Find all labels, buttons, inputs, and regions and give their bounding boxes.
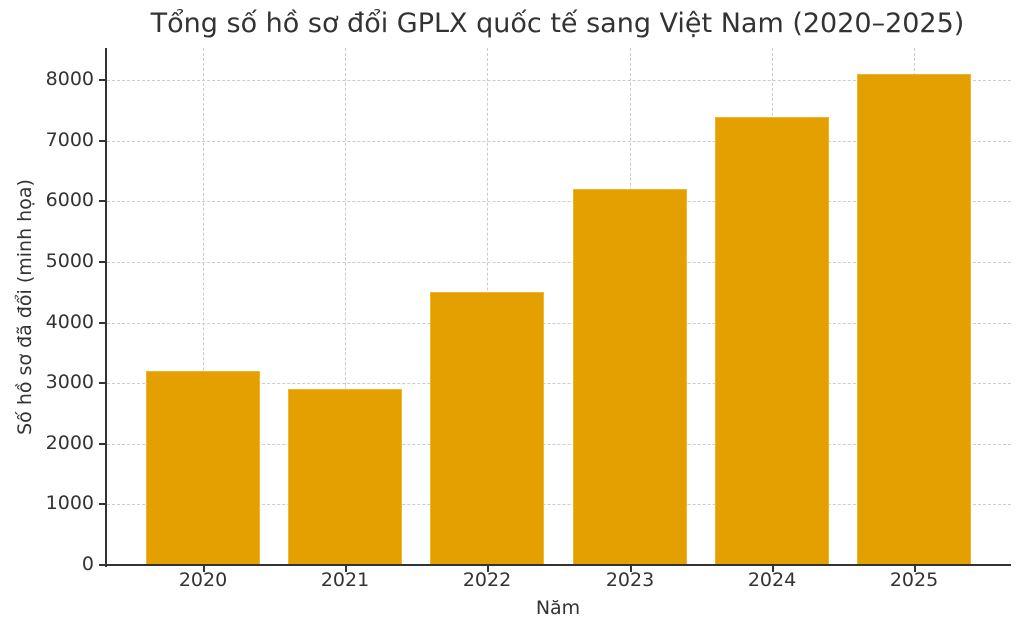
bar-2025 <box>857 74 971 565</box>
x-tick-label: 2025 <box>889 569 939 591</box>
gridline-horizontal <box>107 383 1011 384</box>
gridline-horizontal <box>107 141 1011 142</box>
gridline-horizontal <box>107 201 1011 202</box>
bar-2020 <box>146 371 260 565</box>
y-tick-mark <box>99 443 105 445</box>
gridline-horizontal <box>107 323 1011 324</box>
y-tick-label: 3000 <box>45 371 94 393</box>
x-tick-label: 2021 <box>320 569 370 591</box>
x-axis-title: Năm <box>535 597 581 619</box>
x-tick-mark <box>630 566 632 572</box>
bar-2022 <box>430 292 544 565</box>
x-tick-label: 2024 <box>747 569 797 591</box>
x-tick-mark <box>487 566 489 572</box>
y-tick-label: 7000 <box>45 129 94 151</box>
y-tick-mark <box>99 261 105 263</box>
x-tick-label: 2020 <box>178 569 228 591</box>
y-tick-label: 2000 <box>45 432 94 454</box>
y-tick-mark <box>99 200 105 202</box>
y-tick-mark <box>99 79 105 81</box>
chart-title: Tổng số hồ sơ đổi GPLX quốc tế sang Việt… <box>150 8 965 39</box>
gridline-vertical <box>203 48 204 565</box>
y-tick-mark <box>99 140 105 142</box>
x-tick-mark <box>772 566 774 572</box>
y-tick-mark <box>99 382 105 384</box>
x-tick-label: 2023 <box>605 569 655 591</box>
gridline-vertical <box>345 48 346 565</box>
gridline-horizontal <box>107 80 1011 81</box>
y-tick-mark <box>99 322 105 324</box>
gridline-horizontal <box>107 262 1011 263</box>
x-axis-line <box>105 564 1011 566</box>
y-tick-mark <box>99 564 105 566</box>
y-axis-title: Số hồ sơ đã đổi (minh họa) <box>14 179 36 435</box>
y-tick-label: 5000 <box>45 250 94 272</box>
y-tick-label: 0 <box>81 553 94 575</box>
y-tick-label: 1000 <box>45 492 94 514</box>
x-tick-mark <box>914 566 916 572</box>
bar-2024 <box>715 117 829 565</box>
gridline-horizontal <box>107 444 1011 445</box>
x-tick-mark <box>203 566 205 572</box>
gridline-horizontal <box>107 504 1011 505</box>
bar-2023 <box>573 189 687 565</box>
y-tick-label: 6000 <box>45 189 94 211</box>
x-tick-label: 2022 <box>462 569 512 591</box>
x-tick-mark <box>345 566 347 572</box>
y-tick-label: 4000 <box>45 311 94 333</box>
y-tick-label: 8000 <box>45 68 94 90</box>
y-axis-line <box>105 48 107 567</box>
bar-2021 <box>288 389 402 565</box>
y-tick-mark <box>99 503 105 505</box>
